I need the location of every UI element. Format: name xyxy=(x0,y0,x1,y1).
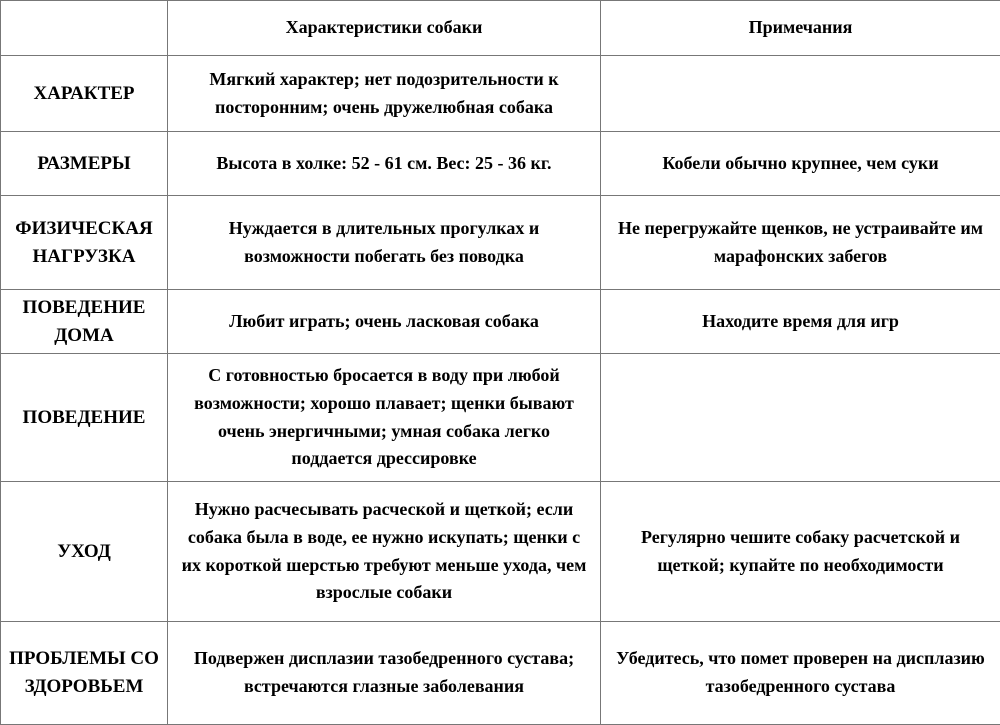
row-header-grooming: УХОД xyxy=(1,482,168,622)
table-row: ПОВЕДЕНИЕ С готовностью бросается в воду… xyxy=(1,354,1000,482)
table-row: ХАРАКТЕР Мягкий характер; нет подозрител… xyxy=(1,56,1000,132)
table-row: ФИЗИЧЕСКАЯ НАГРУЗКА Нуждается в длительн… xyxy=(1,196,1000,290)
row-header-sizes: РАЗМЕРЫ xyxy=(1,132,168,196)
row-header-behavior: ПОВЕДЕНИЕ xyxy=(1,354,168,482)
cell-health-problems-characteristics: Подвержен дисплазии тазобедренного суста… xyxy=(168,622,601,725)
row-header-home-behavior: ПОВЕДЕНИЕ ДОМА xyxy=(1,290,168,354)
cell-physical-load-notes: Не перегружайте щенков, не устраивайте и… xyxy=(601,196,1000,290)
cell-home-behavior-characteristics: Любит играть; очень ласковая собака xyxy=(168,290,601,354)
row-header-character: ХАРАКТЕР xyxy=(1,56,168,132)
cell-health-problems-notes: Убедитесь, что помет проверен на дисплаз… xyxy=(601,622,1000,725)
column-header-characteristics: Характеристики собаки xyxy=(168,1,601,56)
cell-character-characteristics: Мягкий характер; нет подозрительности к … xyxy=(168,56,601,132)
cell-sizes-characteristics: Высота в холке: 52 - 61 см. Вес: 25 - 36… xyxy=(168,132,601,196)
corner-header-cell xyxy=(1,1,168,56)
table-row: УХОД Нужно расчесывать расческой и щетко… xyxy=(1,482,1000,622)
table-header-row: Характеристики собаки Примечания xyxy=(1,1,1000,56)
cell-physical-load-characteristics: Нуждается в длительных прогулках и возмо… xyxy=(168,196,601,290)
cell-grooming-notes: Регулярно чешите собаку расчетской и щет… xyxy=(601,482,1000,622)
table-row: ПОВЕДЕНИЕ ДОМА Любит играть; очень ласко… xyxy=(1,290,1000,354)
cell-home-behavior-notes: Находите время для игр xyxy=(601,290,1000,354)
row-header-health-problems: ПРОБЛЕМЫ СО ЗДОРОВЬЕМ xyxy=(1,622,168,725)
cell-sizes-notes: Кобели обычно крупнее, чем суки xyxy=(601,132,1000,196)
cell-grooming-characteristics: Нужно расчесывать расческой и щеткой; ес… xyxy=(168,482,601,622)
column-header-notes: Примечания xyxy=(601,1,1000,56)
table-row: ПРОБЛЕМЫ СО ЗДОРОВЬЕМ Подвержен дисплази… xyxy=(1,622,1000,725)
row-header-physical-load: ФИЗИЧЕСКАЯ НАГРУЗКА xyxy=(1,196,168,290)
cell-behavior-notes xyxy=(601,354,1000,482)
table-row: РАЗМЕРЫ Высота в холке: 52 - 61 см. Вес:… xyxy=(1,132,1000,196)
cell-behavior-characteristics: С готовностью бросается в воду при любой… xyxy=(168,354,601,482)
cell-character-notes xyxy=(601,56,1000,132)
